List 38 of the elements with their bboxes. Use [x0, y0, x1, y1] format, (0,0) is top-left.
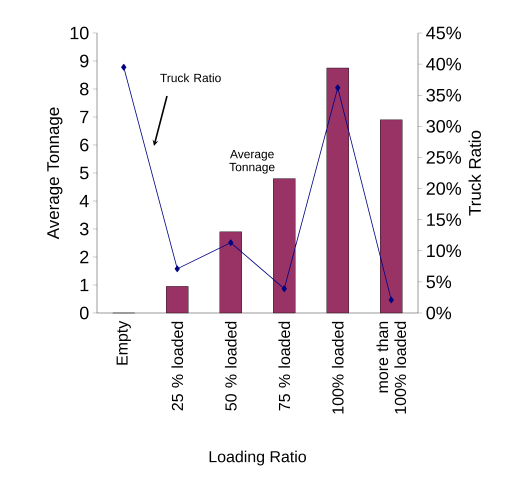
- point: [174, 265, 180, 272]
- point: [121, 64, 126, 71]
- y2-tick-label: 35%: [426, 88, 462, 102]
- y2-tick-label: 20%: [426, 182, 462, 195]
- series-label: Average Tonnage: [229, 150, 275, 174]
- x-tick-label: 100% loaded: [332, 322, 344, 414]
- x-tick-label: Empty: [116, 320, 131, 365]
- y-tick-label: 7: [80, 110, 88, 124]
- y-tick-label: 3: [80, 222, 88, 236]
- y-tick-label: 2: [80, 250, 88, 264]
- y2-axis-title: Truck Ratio: [468, 130, 481, 216]
- y2-tick-label: 0%: [426, 306, 452, 320]
- y-tick-label: 8: [80, 82, 88, 96]
- x-axis-title: Loading Ratio: [210, 450, 306, 466]
- text: Truck Ratio: [160, 73, 221, 82]
- y2-tick-label: 25%: [426, 151, 462, 164]
- y-tick-label: 10: [70, 26, 89, 40]
- y2-tick-label: 30%: [426, 120, 462, 133]
- y2-tick-label: 45%: [426, 26, 462, 40]
- y-tick-label: 5: [80, 166, 88, 180]
- x-tick-label: more than 100% loaded: [376, 322, 406, 414]
- point: [228, 239, 234, 246]
- y-tick-label: 1: [80, 278, 88, 292]
- y2-tick-label: 15%: [427, 213, 462, 226]
- point: [282, 285, 287, 292]
- y2-tick-label: 40%: [426, 58, 462, 70]
- y2-tick-label: 5%: [426, 276, 452, 288]
- y-tick-label: 0: [80, 306, 89, 320]
- x-tick-label: 75 % loaded: [278, 322, 290, 410]
- y-tick-label: 4: [80, 194, 89, 208]
- y-tick-label: 6: [80, 138, 88, 152]
- x-tick-label: 25 % loaded: [171, 322, 184, 410]
- y-tick-label: 9: [80, 54, 88, 68]
- y-axis-title: Average Tonnage: [47, 108, 62, 240]
- x-tick-label: 50 % loaded: [224, 322, 237, 411]
- y2-tick-label: 10%: [427, 244, 462, 258]
- point: [388, 296, 394, 304]
- point: [335, 84, 340, 92]
